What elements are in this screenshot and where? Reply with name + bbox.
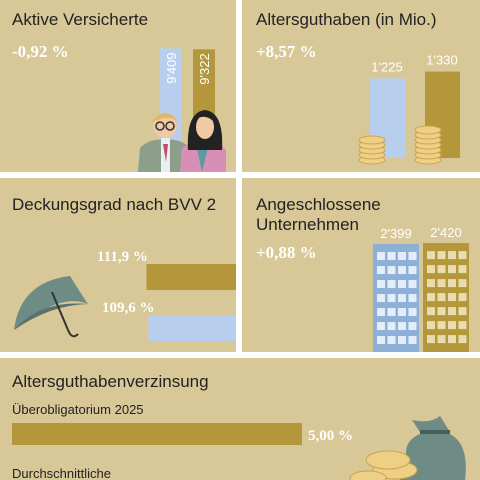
money-bag-icon [349,416,466,480]
window [427,307,435,316]
panel-title: Deckungsgrad nach BVV 2 [12,195,216,214]
window [458,279,467,288]
window [398,322,406,331]
window [377,294,385,303]
window [458,251,467,260]
window [458,293,467,302]
bar-label: 2'420 [430,225,461,240]
window [398,252,406,261]
window [377,280,385,289]
bar-label: 9'409 [164,52,179,83]
bar [12,423,302,445]
window [387,336,396,345]
window [387,308,396,317]
window [398,308,406,317]
window [437,335,446,344]
window [437,321,446,330]
bar-label: 1'225 [371,59,402,74]
window [427,279,435,288]
bar-label: 1'330 [426,53,457,68]
window [377,308,385,317]
window [387,280,396,289]
window [437,251,446,260]
bar-label: 9'322 [197,53,212,84]
window [387,252,396,261]
window [408,280,417,289]
window [377,266,385,275]
window [408,322,417,331]
window [387,322,396,331]
window [398,266,406,275]
change: +0,88 % [256,243,317,262]
bar-label: 111,9 % [97,249,148,265]
window [437,279,446,288]
item-label: Überobligatorium 2025 [12,402,144,417]
umbrella-icon [14,276,88,338]
window [427,293,435,302]
window [437,265,446,274]
bar-label: 2'399 [380,226,411,241]
window [437,293,446,302]
window [427,265,435,274]
section-title: Altersguthabenverzinsung [12,372,209,391]
window [448,265,456,274]
window [448,293,456,302]
panel-title: Angeschlossene [256,195,381,214]
window [408,252,417,261]
window [458,265,467,274]
window [408,308,417,317]
window [458,321,467,330]
change: +8,57 % [256,42,317,61]
bar-label: 5,00 % [308,428,353,444]
bar-label: 109,6 % [102,300,155,316]
people-icon [138,110,226,172]
item-label: Durchschnittliche [12,466,111,480]
window [448,307,456,316]
window [387,294,396,303]
window [408,336,417,345]
window [458,307,467,316]
window [448,251,456,260]
window [408,294,417,303]
window [427,335,435,344]
panel-title: Unternehmen [256,215,359,234]
window [458,335,467,344]
window [437,307,446,316]
window [398,280,406,289]
window [448,321,456,330]
window [398,294,406,303]
window [387,266,396,275]
window [377,322,385,331]
change: -0,92 % [12,42,69,61]
window [408,266,417,275]
window [377,252,385,261]
panel-title: Altersguthaben (in Mio.) [256,10,436,29]
window [448,335,456,344]
coins-icon [358,125,442,165]
bar [148,315,236,341]
window [427,321,435,330]
window [377,336,385,345]
window [398,336,406,345]
window [448,279,456,288]
bar [146,264,236,290]
window [427,251,435,260]
panel-title: Aktive Versicherte [12,10,148,29]
